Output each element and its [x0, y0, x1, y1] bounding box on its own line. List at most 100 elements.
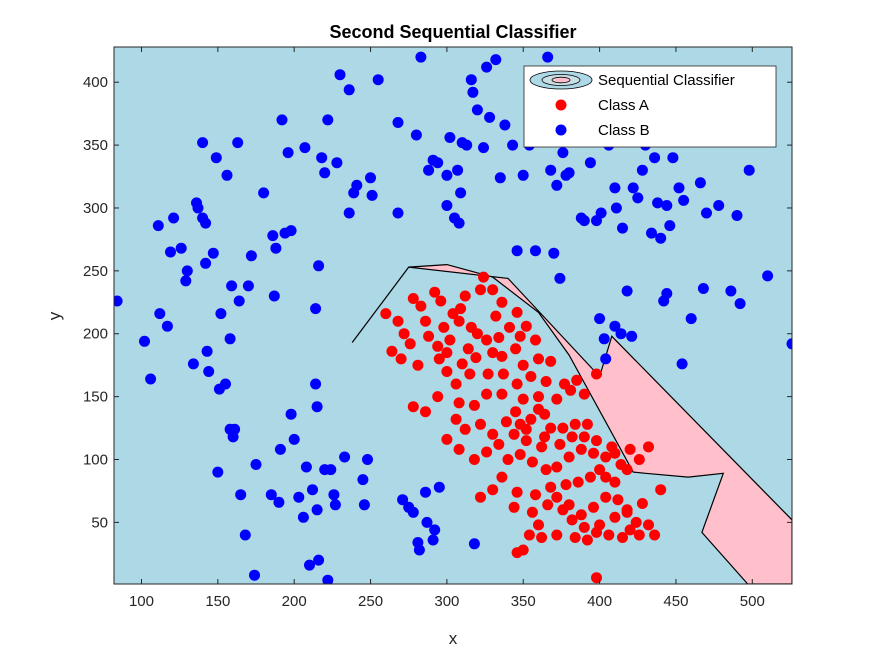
class-b-point: [595, 207, 607, 219]
class-b-point: [285, 408, 297, 420]
class-a-point: [392, 315, 404, 327]
class-b-point: [694, 177, 706, 189]
class-a-point: [565, 384, 577, 396]
class-a-point: [453, 443, 465, 455]
class-b-point: [655, 232, 667, 244]
class-b-point: [343, 84, 355, 96]
class-b-point: [743, 164, 755, 176]
class-b-point: [300, 461, 312, 473]
x-axis-label: x: [449, 629, 458, 648]
class-b-point: [725, 285, 737, 297]
class-b-point: [557, 147, 569, 159]
class-b-point: [548, 247, 560, 259]
class-b-point: [270, 242, 282, 254]
class-a-point: [510, 343, 522, 355]
class-a-point: [545, 481, 557, 493]
class-a-point: [514, 449, 526, 460]
class-b-point: [594, 313, 606, 325]
class-a-point: [475, 418, 486, 430]
class-b-point: [421, 516, 433, 528]
class-b-point: [433, 481, 445, 493]
class-a-point: [459, 423, 471, 435]
class-b-point: [678, 194, 690, 206]
class-b-point: [467, 86, 479, 98]
class-a-point: [584, 471, 596, 483]
legend: Sequential Classifier Class A Class B: [523, 65, 777, 148]
class-a-point: [551, 491, 563, 503]
class-b-point: [351, 179, 363, 191]
class-b-point: [598, 333, 610, 345]
legend-label-class-b: Class B: [598, 122, 650, 139]
class-b-point: [465, 74, 477, 86]
class-b-point: [636, 164, 648, 176]
class-b-point: [392, 207, 404, 219]
chart-title: Second Sequential Classifier: [329, 22, 576, 42]
class-a-point: [566, 514, 578, 526]
class-a-point: [497, 368, 509, 380]
class-b-point: [161, 320, 173, 332]
y-tick-label: 350: [83, 137, 108, 154]
class-b-point: [697, 283, 709, 294]
class-a-point: [496, 471, 508, 483]
class-a-point: [475, 284, 486, 296]
class-a-point: [504, 321, 515, 333]
class-a-point: [545, 355, 557, 367]
class-b-point: [200, 257, 212, 269]
class-b-point: [423, 164, 435, 176]
class-b-point: [713, 200, 725, 211]
class-b-point: [258, 187, 270, 199]
class-b-point: [288, 433, 300, 445]
class-a-point: [470, 352, 482, 364]
class-b-point: [453, 217, 465, 229]
class-a-point: [571, 374, 583, 386]
class-a-point: [633, 529, 645, 541]
class-a-point: [444, 334, 456, 346]
class-a-point: [536, 532, 548, 543]
class-b-point: [152, 220, 164, 232]
y-tick-label: 50: [91, 514, 108, 531]
class-b-point: [468, 538, 480, 550]
class-a-point: [591, 368, 602, 380]
class-a-point: [649, 529, 661, 541]
class-a-point: [475, 491, 486, 503]
class-b-point: [358, 499, 370, 511]
class-b-point: [676, 358, 688, 370]
class-a-point: [490, 310, 502, 322]
class-b-point: [478, 142, 489, 154]
class-b-point: [221, 169, 233, 181]
class-a-point: [481, 446, 493, 458]
y-tick-label: 200: [83, 326, 108, 343]
class-b-point: [410, 129, 422, 141]
class-b-point: [420, 486, 431, 498]
class-a-point: [636, 498, 648, 509]
y-tick-label: 300: [83, 200, 108, 217]
class-b-point: [481, 61, 493, 73]
class-a-point: [612, 494, 624, 506]
class-b-point: [328, 489, 340, 501]
class-b-point: [339, 451, 351, 463]
class-a-point: [581, 534, 593, 546]
class-a-point: [566, 431, 578, 443]
class-b-point: [661, 288, 673, 299]
class-a-point: [542, 499, 554, 511]
class-b-point: [242, 280, 254, 292]
class-b-point: [563, 167, 575, 179]
class-b-point: [685, 313, 697, 325]
legend-marker-class-a: [555, 99, 567, 111]
class-a-point: [540, 376, 552, 387]
class-a-point: [468, 454, 480, 465]
class-a-point: [523, 529, 535, 541]
x-tick-label: 450: [663, 593, 688, 610]
class-b-point: [609, 182, 621, 194]
class-b-point: [187, 358, 199, 370]
class-b-point: [471, 104, 483, 116]
class-b-point: [210, 152, 222, 164]
class-b-point: [366, 189, 378, 201]
class-b-point: [274, 443, 286, 455]
class-a-point: [545, 422, 557, 434]
class-b-point: [307, 484, 318, 496]
class-b-point: [786, 338, 792, 350]
class-b-point: [392, 117, 404, 128]
class-a-point: [423, 330, 435, 342]
